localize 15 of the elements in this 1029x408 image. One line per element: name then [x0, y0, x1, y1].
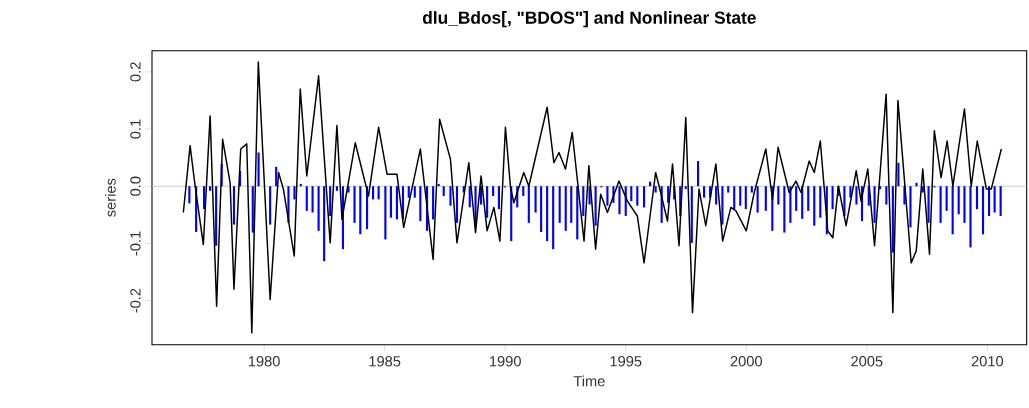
x-tick-label: 1995 — [610, 356, 642, 367]
chart-title: dlu_Bdos[, "BDOS"] and Nonlinear State — [422, 11, 756, 28]
x-tick-label: 2010 — [971, 356, 1004, 367]
y-tick-label: -0.2 — [130, 288, 141, 313]
y-tick-label: 0.0 — [130, 176, 141, 196]
y-axis-title: series — [104, 178, 116, 217]
x-tick-label: 2005 — [851, 356, 883, 367]
x-tick-label: 2000 — [730, 356, 762, 367]
y-tick-label: -0.1 — [130, 231, 141, 256]
y-tick-label: 0.2 — [130, 62, 141, 82]
y-tick-label: 0.1 — [130, 119, 141, 139]
x-tick-label: 1980 — [248, 356, 280, 367]
x-axis-title: Time — [573, 375, 605, 387]
x-tick-label: 1985 — [369, 356, 401, 367]
x-tick-label: 1990 — [489, 356, 521, 367]
